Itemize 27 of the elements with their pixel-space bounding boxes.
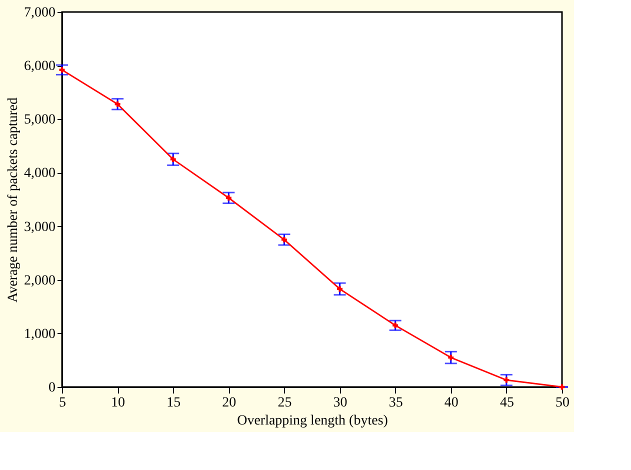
y-tick-label: 4,000 <box>24 166 56 182</box>
y-tick-label: 6,000 <box>24 59 56 74</box>
point <box>337 286 343 292</box>
point <box>226 195 232 201</box>
x-tick-label: 15 <box>166 396 181 410</box>
x-tick-label: 50 <box>556 396 570 410</box>
point <box>170 156 176 162</box>
y-tick-label: 1,000 <box>24 326 56 342</box>
x-tick-label: 5 <box>59 396 66 410</box>
y-tick-label: 7,000 <box>24 6 56 20</box>
point <box>504 377 510 383</box>
x-axis-title: Overlapping length (bytes) <box>237 414 388 428</box>
x-tick-label: 30 <box>333 396 348 410</box>
x-tick-label: 45 <box>500 396 514 410</box>
point <box>281 236 287 242</box>
x-tick-label: 35 <box>388 396 403 410</box>
y-axis-title: Average number of packets captured <box>6 98 21 302</box>
point <box>114 101 120 107</box>
y-tick-label: 2,000 <box>24 273 56 288</box>
x-tick-label: 40 <box>444 396 458 410</box>
y-tick-label: 3,000 <box>24 220 56 235</box>
y-tick-label: 0 <box>48 380 56 396</box>
x-tick-label: 25 <box>278 396 292 410</box>
x-tick-label: 20 <box>222 396 236 410</box>
x-tick-label: 10 <box>111 396 126 410</box>
y-tick-label: 5,000 <box>24 112 56 128</box>
point <box>448 354 454 360</box>
